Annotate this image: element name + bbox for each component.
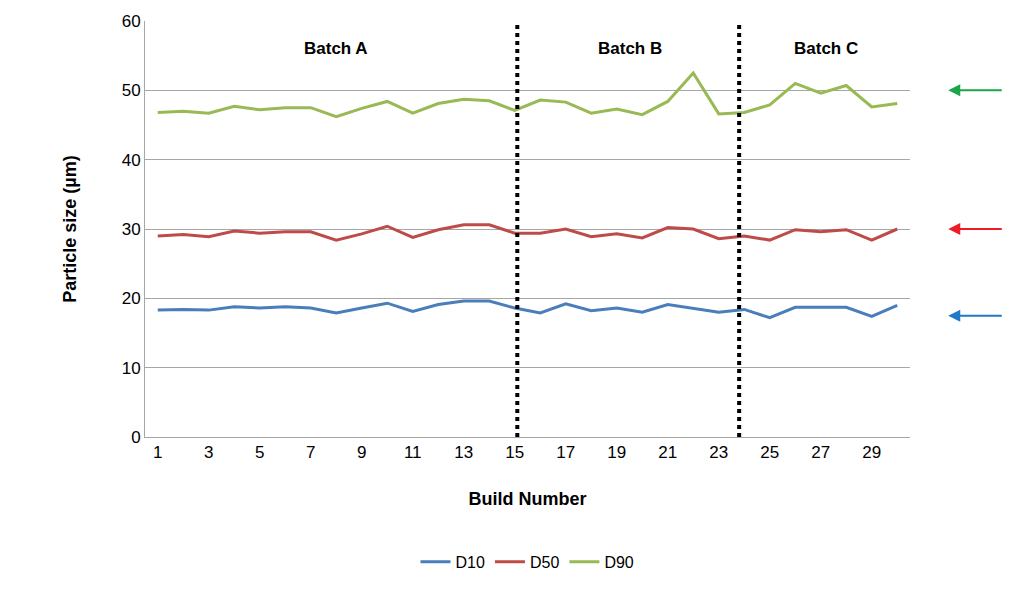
svg-text:D10: D10 bbox=[456, 554, 485, 571]
svg-text:13: 13 bbox=[454, 443, 473, 462]
svg-text:0: 0 bbox=[131, 428, 140, 447]
svg-text:17: 17 bbox=[556, 443, 575, 462]
svg-text:30: 30 bbox=[122, 220, 141, 239]
svg-text:3: 3 bbox=[204, 443, 213, 462]
svg-text:19: 19 bbox=[607, 443, 626, 462]
svg-text:27: 27 bbox=[811, 443, 830, 462]
svg-text:9: 9 bbox=[357, 443, 366, 462]
svg-text:23: 23 bbox=[709, 443, 728, 462]
svg-text:Particle size (µm): Particle size (µm) bbox=[60, 155, 80, 302]
svg-text:Batch A: Batch A bbox=[304, 39, 368, 58]
svg-text:Batch B: Batch B bbox=[598, 39, 662, 58]
svg-text:21: 21 bbox=[658, 443, 677, 462]
svg-text:Build Number: Build Number bbox=[468, 489, 586, 509]
svg-text:Batch C: Batch C bbox=[794, 39, 858, 58]
svg-text:15: 15 bbox=[505, 443, 524, 462]
svg-text:5: 5 bbox=[255, 443, 264, 462]
svg-text:10: 10 bbox=[122, 359, 141, 378]
svg-text:7: 7 bbox=[306, 443, 315, 462]
svg-text:20: 20 bbox=[122, 289, 141, 308]
svg-text:D90: D90 bbox=[604, 554, 633, 571]
svg-text:29: 29 bbox=[862, 443, 881, 462]
svg-text:D50: D50 bbox=[530, 554, 559, 571]
svg-text:25: 25 bbox=[760, 443, 779, 462]
svg-text:1: 1 bbox=[153, 443, 162, 462]
svg-text:60: 60 bbox=[122, 12, 141, 31]
svg-text:40: 40 bbox=[122, 151, 141, 170]
svg-text:50: 50 bbox=[122, 81, 141, 100]
svg-text:11: 11 bbox=[404, 443, 422, 462]
